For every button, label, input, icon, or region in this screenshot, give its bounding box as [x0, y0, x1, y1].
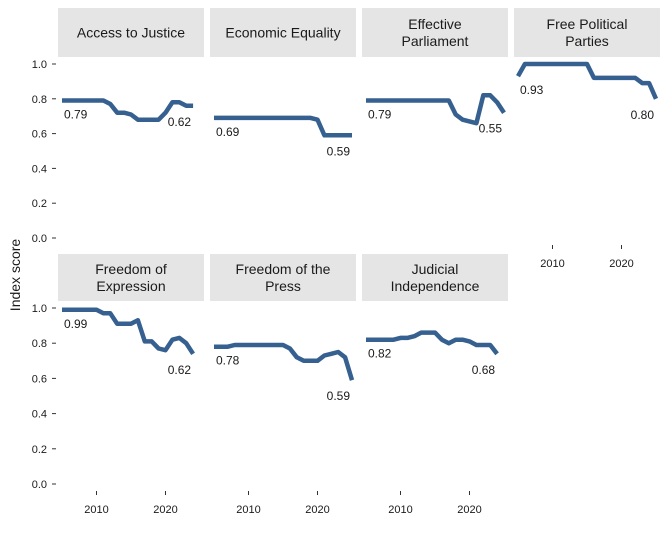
x-tick-label: 2010 — [388, 504, 412, 516]
facet-strip — [362, 254, 508, 301]
end-value-label: 0.80 — [631, 108, 655, 122]
facet-strip — [210, 8, 356, 57]
facet-strip — [514, 8, 660, 57]
start-value-label: 0.78 — [216, 354, 240, 368]
facet-title: Freedom of — [95, 261, 167, 277]
x-tick-label: 2010 — [84, 504, 108, 516]
x-tick-label: 2010 — [540, 258, 564, 270]
series-line — [214, 342, 355, 381]
y-tick-label: 0.2 — [32, 444, 47, 456]
y-tick-label: 0.8 — [32, 338, 47, 350]
facet-title: Free Political — [547, 16, 628, 32]
facet-title: Freedom of the — [236, 261, 331, 277]
y-tick-label: 0.0 — [32, 233, 47, 245]
y-tick-label: 0.2 — [32, 198, 47, 210]
y-axis-title: Index score — [7, 239, 23, 312]
y-tick-label: 0.4 — [32, 163, 47, 175]
facet-title: Parliament — [402, 33, 469, 49]
facet-title: Access to Justice — [77, 25, 185, 41]
end-value-label: 0.59 — [327, 144, 351, 158]
x-tick-label: 2020 — [305, 504, 329, 516]
facet-strip — [362, 8, 508, 57]
x-tick-label: 2010 — [236, 504, 260, 516]
y-tick-label: 0.4 — [32, 409, 47, 421]
facet-strip — [58, 8, 204, 57]
end-value-label: 0.62 — [168, 363, 192, 377]
end-value-label: 0.68 — [472, 363, 496, 377]
start-value-label: 0.79 — [64, 108, 88, 122]
facet-title: Economic Equality — [225, 25, 340, 41]
x-tick-label: 2020 — [457, 504, 481, 516]
facet-title: Independence — [391, 278, 480, 294]
y-tick-label: 0.6 — [32, 373, 47, 385]
facet-title: Judicial — [412, 261, 459, 277]
end-value-label: 0.55 — [479, 122, 503, 136]
x-tick-label: 2020 — [609, 258, 633, 270]
y-tick-label: 0.8 — [32, 94, 47, 106]
facet-strip — [210, 254, 356, 301]
x-tick-label: 2020 — [153, 504, 177, 516]
start-value-label: 0.82 — [368, 347, 392, 361]
start-value-label: 0.99 — [64, 317, 88, 331]
facet-strip — [58, 254, 204, 301]
facet-title: Parties — [565, 33, 609, 49]
series-line — [62, 307, 195, 356]
y-tick-label: 0.6 — [32, 129, 47, 141]
facet-title: Expression — [96, 278, 165, 294]
series-line — [366, 93, 506, 126]
facet-title: Press — [265, 278, 301, 294]
start-value-label: 0.69 — [216, 125, 240, 139]
facet-title: Effective — [408, 16, 462, 32]
series-line — [516, 61, 659, 100]
series-line — [62, 98, 194, 122]
start-value-label: 0.93 — [520, 83, 544, 97]
start-value-label: 0.79 — [368, 108, 392, 122]
series-line — [214, 115, 352, 138]
series-line — [366, 330, 499, 356]
end-value-label: 0.59 — [327, 389, 351, 403]
y-tick-label: 1.0 — [32, 59, 47, 71]
y-tick-label: 1.0 — [32, 303, 47, 315]
end-value-label: 0.62 — [168, 115, 192, 129]
y-tick-label: 0.0 — [32, 479, 47, 491]
